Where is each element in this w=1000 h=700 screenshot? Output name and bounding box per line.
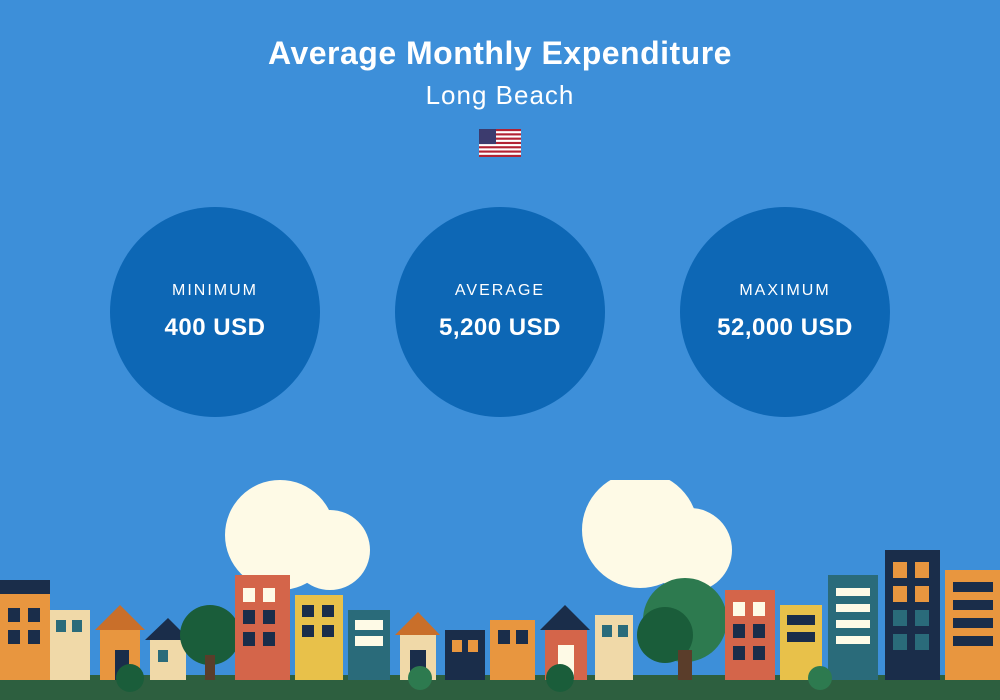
stat-value: 400 USD — [165, 314, 266, 342]
page-subtitle: Long Beach — [0, 80, 1000, 111]
stat-label: AVERAGE — [455, 282, 545, 300]
cityscape-illustration — [0, 480, 1000, 700]
stat-label: MAXIMUM — [739, 282, 830, 300]
header: Average Monthly Expenditure Long Beach — [0, 0, 1000, 162]
stat-value: 5,200 USD — [439, 314, 561, 342]
stats-row: MINIMUM 400 USD AVERAGE 5,200 USD MAXIMU… — [0, 207, 1000, 417]
usa-flag-icon — [479, 129, 521, 157]
stat-circle-average: AVERAGE 5,200 USD — [395, 207, 605, 417]
stat-value: 52,000 USD — [717, 314, 853, 342]
stat-circle-minimum: MINIMUM 400 USD — [110, 207, 320, 417]
stat-circle-maximum: MAXIMUM 52,000 USD — [680, 207, 890, 417]
stat-label: MINIMUM — [172, 282, 258, 300]
page-title: Average Monthly Expenditure — [0, 35, 1000, 72]
